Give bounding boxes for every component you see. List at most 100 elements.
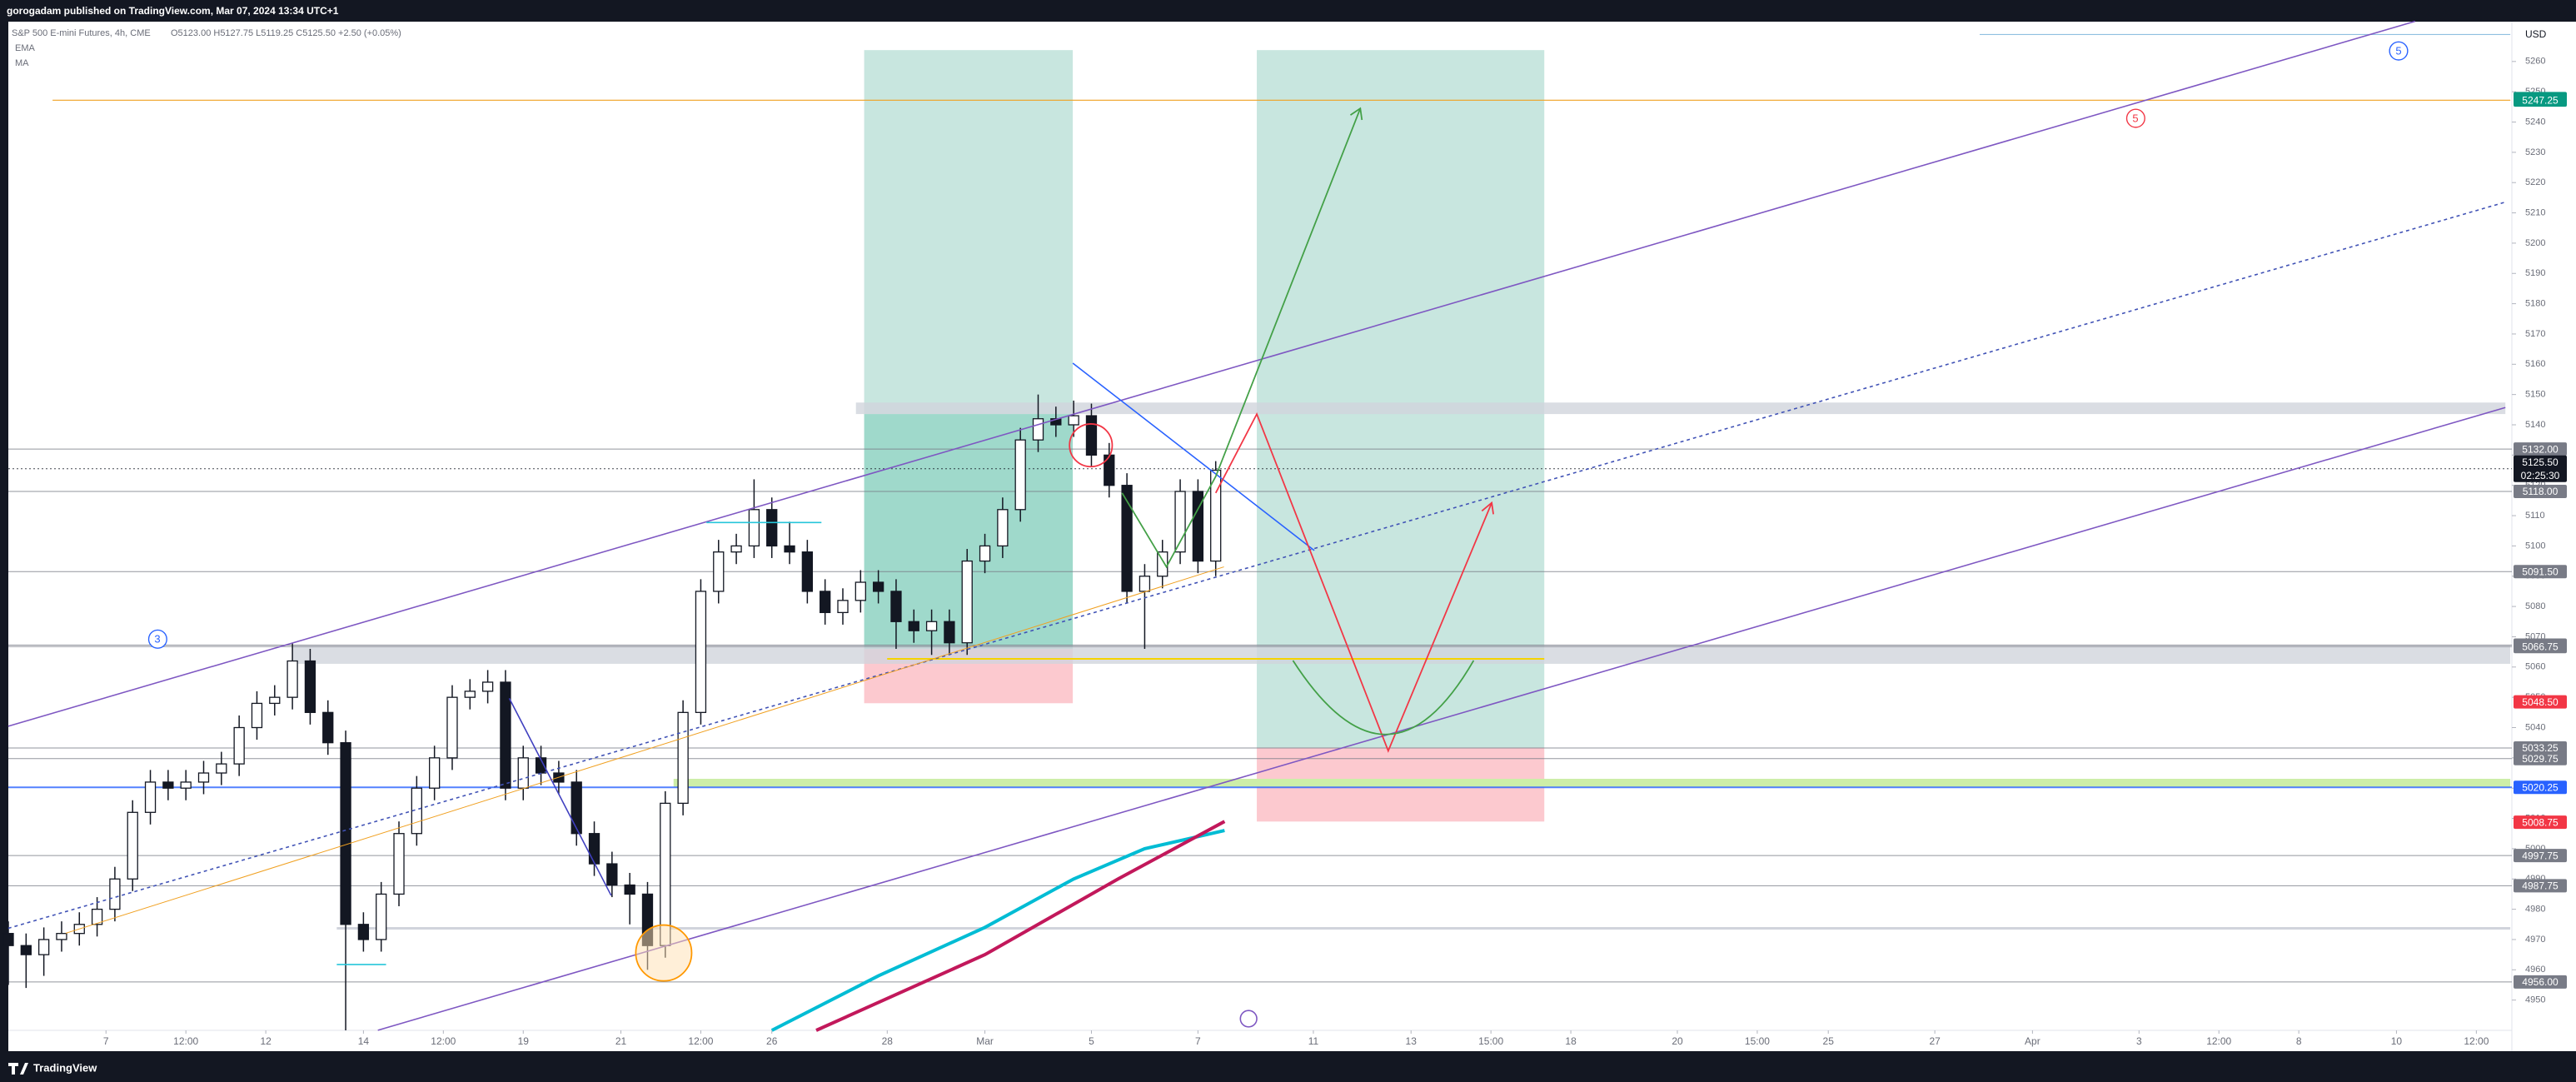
channel-upper — [7, 20, 2415, 727]
candle-body — [180, 781, 192, 789]
candle-body — [56, 933, 67, 940]
price-label: 4997.75 — [2522, 850, 2559, 861]
candle-body — [376, 893, 387, 940]
green-arrowhead — [1349, 107, 1363, 121]
y-tick-label: 4950 — [2525, 995, 2545, 1005]
channel-lower — [377, 406, 2506, 1031]
price-label-bg — [2514, 879, 2567, 893]
candle-body — [925, 621, 938, 631]
candle-body — [37, 939, 50, 955]
x-tick-label: 5 — [1089, 1035, 1094, 1047]
candle-body — [730, 545, 742, 553]
price-label: 5125.50 — [2522, 456, 2559, 468]
x-tick-label: 18 — [1565, 1035, 1577, 1047]
wave-circle — [147, 629, 167, 649]
wave-label: 3 — [154, 632, 160, 645]
candle-body — [890, 591, 902, 622]
x-tick-label: 15:00 — [1478, 1035, 1503, 1047]
x-tick-label: 25 — [1823, 1035, 1835, 1047]
price-label-bg — [2514, 565, 2567, 579]
candle-body — [1032, 418, 1044, 441]
blue-trend — [1072, 362, 1315, 551]
candle-body — [322, 711, 334, 744]
y-tick-label: 4980 — [2525, 905, 2545, 915]
price-label: 5132.00 — [2522, 443, 2559, 455]
candle-body — [20, 945, 32, 955]
x-tick-label: 12:00 — [431, 1035, 456, 1047]
candle-body — [713, 551, 725, 592]
x-tick-label: Mar — [976, 1035, 994, 1047]
candle-body — [606, 863, 618, 886]
candle-body — [233, 726, 245, 765]
green-path — [1121, 107, 1362, 569]
candle-body — [411, 787, 422, 835]
candle-body — [1014, 439, 1026, 511]
x-tick-label: 8 — [2296, 1035, 2302, 1047]
candle-body — [216, 763, 227, 774]
candle-body — [748, 509, 760, 547]
candle-body — [588, 833, 600, 865]
purple-trend — [508, 697, 612, 896]
x-tick-label: 14 — [358, 1035, 370, 1047]
x-tick-label: 26 — [766, 1035, 778, 1047]
price-label-bg — [2514, 849, 2567, 863]
indicator-name: EMA — [15, 43, 36, 53]
y-tick-label: 5200 — [2525, 238, 2545, 248]
price-label-bg — [2514, 640, 2567, 654]
ohlc: O5123.00 H5127.75 L5119.25 C5125.50 +2.5… — [171, 28, 401, 38]
price-label: 5118.00 — [2523, 486, 2559, 497]
x-tick-label: 12:00 — [688, 1035, 713, 1047]
orange-trend — [65, 566, 1224, 934]
price-label-bg — [2514, 455, 2567, 482]
y-tick-label: 5180 — [2525, 299, 2545, 309]
currency: USD — [2525, 28, 2547, 40]
candle-body — [677, 711, 689, 805]
candle-body — [820, 591, 831, 614]
candle-body — [979, 545, 991, 562]
y-tick-label: 5220 — [2525, 177, 2545, 187]
price-label: 5091.50 — [2522, 566, 2559, 577]
candle-body — [251, 702, 263, 729]
x-tick-label: 12:00 — [2206, 1035, 2231, 1047]
candle-body — [908, 621, 919, 631]
price-label-bg — [2514, 484, 2567, 498]
y-tick-label: 5160 — [2525, 359, 2545, 369]
candle-body — [429, 757, 441, 789]
price-label-bg — [2514, 442, 2567, 456]
price-label: 4956.00 — [2522, 976, 2559, 988]
price-label: 5033.25 — [2522, 742, 2559, 754]
candle-body — [855, 581, 866, 601]
candle-body — [286, 660, 298, 698]
goto-icon — [1239, 1010, 1258, 1028]
drawings-front — [7, 20, 2506, 1031]
y-tick-label: 5060 — [2525, 662, 2545, 672]
y-tick-label: 4960 — [2525, 965, 2545, 975]
price-label-bg — [2514, 741, 2567, 755]
y-tick-label: 5110 — [2525, 511, 2545, 521]
candle-body — [1085, 415, 1098, 456]
x-tick-label: 11 — [1308, 1035, 1319, 1047]
logo — [8, 1063, 28, 1075]
y-tick-label: 5190 — [2525, 268, 2545, 278]
price-label: 5066.75 — [2522, 641, 2559, 652]
x-tick-label: 13 — [1406, 1035, 1418, 1047]
x-tick-label: 7 — [103, 1035, 109, 1047]
y-tick-label: 5150 — [2525, 390, 2545, 400]
y-tick-label: 5260 — [2525, 57, 2545, 67]
x-tick-label: 12 — [260, 1035, 272, 1047]
candle-body — [695, 591, 707, 713]
price-label-bg — [2514, 975, 2567, 989]
publisher: gorogadam published on TradingView.com, … — [7, 5, 339, 17]
green-band — [673, 779, 2511, 787]
brand: TradingView — [33, 1061, 97, 1074]
price-label-bg — [2514, 695, 2567, 709]
candle-body — [872, 581, 884, 592]
y-tick-label: 5170 — [2525, 329, 2545, 339]
candle-body — [944, 621, 955, 644]
candle-body — [162, 781, 174, 789]
y-tick-label: 5240 — [2525, 117, 2545, 127]
candle-body — [357, 924, 370, 940]
profit-zone — [1257, 50, 1545, 749]
price-label: 5048.50 — [2522, 696, 2559, 708]
